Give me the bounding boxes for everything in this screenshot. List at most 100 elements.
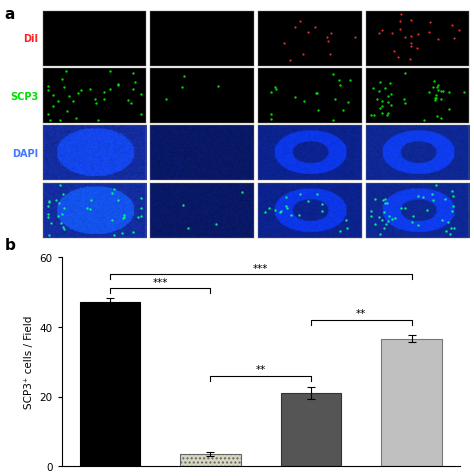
- Point: [343, 225, 351, 232]
- Point: [287, 212, 294, 219]
- Point: [44, 210, 52, 218]
- Point: [381, 196, 389, 203]
- Point: [283, 205, 291, 212]
- Point: [397, 205, 405, 213]
- Point: [283, 194, 290, 201]
- Point: [383, 221, 390, 228]
- Point: [110, 231, 118, 239]
- Point: [45, 231, 53, 239]
- Point: [336, 228, 344, 236]
- Point: [318, 201, 326, 208]
- Point: [56, 182, 64, 189]
- Point: [444, 219, 452, 227]
- Y-axis label: SCP3⁺ cells / Field: SCP3⁺ cells / Field: [24, 315, 34, 408]
- Point: [46, 199, 53, 207]
- Point: [379, 217, 386, 224]
- Point: [296, 190, 304, 198]
- Point: [379, 197, 386, 205]
- Point: [383, 199, 391, 207]
- Title: Busulfan: Busulfan: [180, 2, 225, 11]
- Title: Freeze: Freeze: [293, 2, 327, 11]
- Point: [448, 208, 456, 216]
- Point: [52, 197, 59, 204]
- Point: [120, 211, 128, 219]
- Point: [271, 206, 278, 214]
- Point: [446, 230, 454, 238]
- Point: [137, 195, 145, 202]
- Point: [313, 191, 321, 198]
- Point: [438, 217, 446, 225]
- Point: [304, 198, 311, 205]
- Point: [61, 205, 68, 213]
- Point: [422, 54, 430, 62]
- Point: [44, 203, 52, 211]
- Y-axis label: SCP3: SCP3: [10, 91, 38, 101]
- Point: [129, 229, 137, 237]
- Point: [137, 213, 145, 221]
- Point: [442, 228, 450, 236]
- Point: [448, 188, 456, 196]
- Point: [367, 212, 374, 220]
- Point: [253, 68, 260, 75]
- Title: Freeze+Mel: Freeze+Mel: [388, 2, 447, 11]
- Point: [382, 199, 389, 207]
- Point: [419, 194, 427, 201]
- Point: [60, 224, 67, 232]
- Y-axis label: DiI: DiI: [24, 34, 38, 44]
- Bar: [382, 339, 442, 466]
- Point: [401, 205, 409, 213]
- Point: [381, 225, 388, 232]
- Point: [44, 214, 52, 222]
- Text: ***: ***: [253, 264, 268, 273]
- Point: [276, 209, 283, 217]
- Point: [450, 225, 458, 232]
- Point: [261, 208, 269, 216]
- Point: [57, 219, 65, 227]
- Text: **: **: [255, 365, 266, 375]
- Point: [238, 188, 246, 196]
- Point: [137, 205, 145, 212]
- Point: [110, 186, 118, 193]
- Point: [265, 205, 273, 212]
- Point: [391, 215, 399, 222]
- Point: [55, 199, 63, 207]
- Point: [179, 201, 187, 209]
- Point: [318, 208, 326, 215]
- Point: [371, 221, 379, 229]
- Point: [119, 215, 127, 222]
- Point: [115, 197, 122, 204]
- Point: [388, 216, 395, 224]
- Point: [83, 205, 91, 212]
- Point: [108, 217, 116, 225]
- Point: [138, 13, 146, 21]
- Text: **: **: [356, 309, 366, 319]
- Point: [385, 213, 392, 221]
- Point: [375, 214, 383, 221]
- Point: [342, 217, 350, 225]
- Point: [60, 225, 68, 233]
- Point: [376, 231, 384, 238]
- Point: [367, 208, 374, 216]
- Point: [134, 214, 142, 221]
- Y-axis label: DAPI: DAPI: [12, 149, 38, 159]
- Text: a: a: [5, 7, 15, 22]
- Text: ***: ***: [153, 278, 168, 288]
- Bar: [281, 393, 341, 466]
- Point: [282, 202, 290, 210]
- Point: [120, 214, 128, 222]
- Point: [449, 203, 456, 211]
- Point: [45, 198, 53, 205]
- Point: [423, 207, 431, 215]
- Point: [414, 193, 422, 201]
- Point: [414, 221, 421, 229]
- Point: [87, 206, 94, 213]
- Bar: [180, 454, 241, 466]
- Text: b: b: [5, 238, 16, 252]
- Point: [59, 190, 67, 198]
- Point: [408, 218, 416, 226]
- Bar: [80, 302, 140, 466]
- Point: [58, 210, 66, 218]
- Point: [109, 189, 116, 197]
- Point: [155, 68, 163, 75]
- Point: [371, 196, 378, 204]
